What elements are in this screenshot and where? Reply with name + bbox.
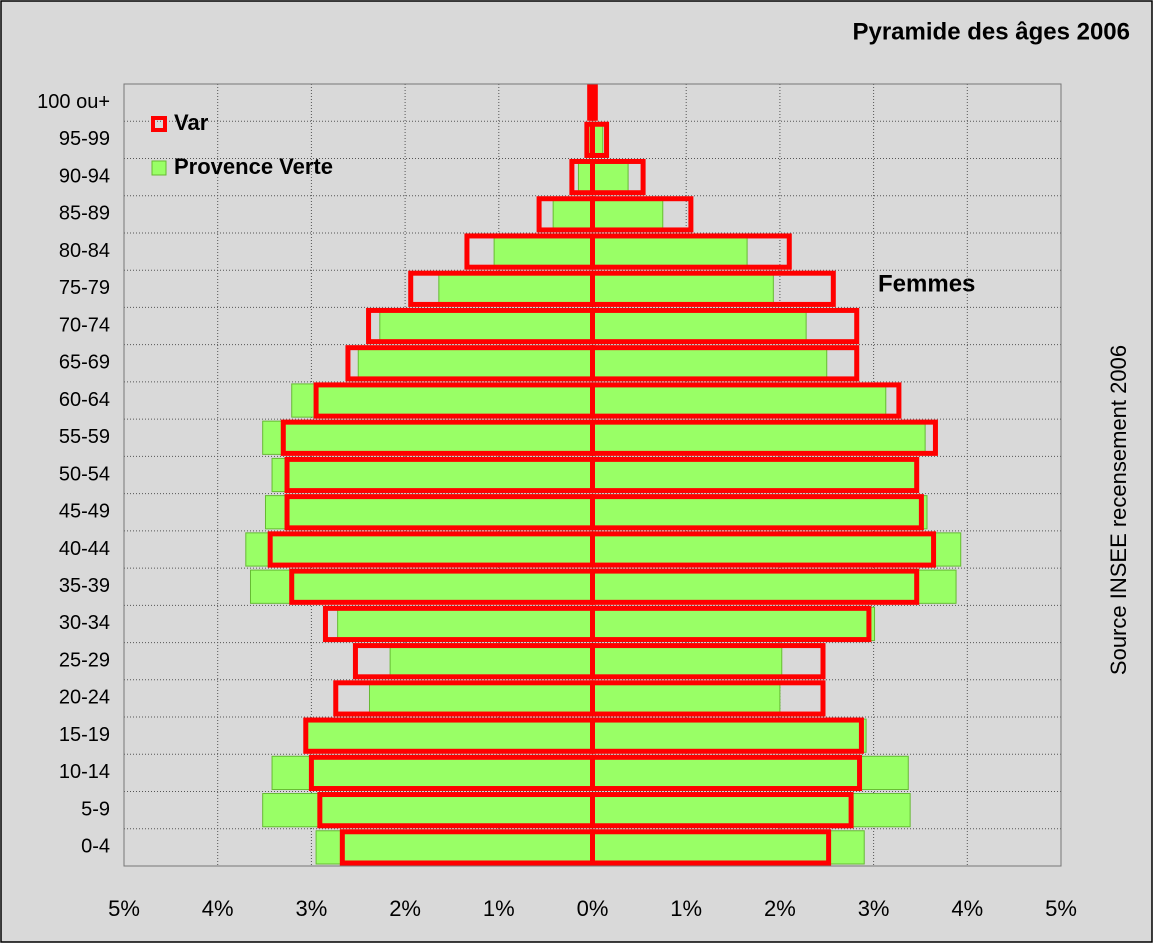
bar bbox=[389, 644, 593, 679]
y-tick-label: 95-99 bbox=[59, 128, 110, 150]
y-tick-label: 90-94 bbox=[59, 165, 110, 187]
bar bbox=[590, 233, 792, 270]
x-tick-label: 4% bbox=[951, 896, 983, 921]
y-tick-label: 75-79 bbox=[59, 277, 110, 299]
x-tick-label: 2% bbox=[389, 896, 421, 921]
bar bbox=[590, 270, 836, 307]
y-tick-label: 25-29 bbox=[59, 649, 110, 671]
bar bbox=[271, 755, 593, 791]
legend-label: Var bbox=[174, 110, 209, 135]
plot-border bbox=[123, 83, 1062, 867]
bar bbox=[592, 755, 909, 791]
bar bbox=[590, 643, 826, 680]
bar bbox=[592, 495, 928, 530]
bar bbox=[368, 681, 593, 716]
y-tick-label: 80-84 bbox=[59, 240, 110, 262]
y-tick-label: 55-59 bbox=[59, 426, 110, 448]
y-tick-label: 15-19 bbox=[59, 724, 110, 746]
bar bbox=[590, 345, 860, 382]
x-tick-label: 2% bbox=[764, 896, 796, 921]
bar bbox=[592, 644, 783, 679]
x-tick-label: 5% bbox=[1045, 896, 1077, 921]
bar bbox=[306, 718, 593, 753]
bar bbox=[592, 159, 629, 195]
y-tick-label: 40-44 bbox=[59, 538, 110, 560]
annotation: Femmes bbox=[878, 270, 975, 297]
bar bbox=[493, 234, 593, 269]
bar bbox=[592, 830, 865, 865]
x-tick-label: 5% bbox=[108, 896, 140, 921]
bar bbox=[590, 717, 864, 754]
y-tick-label: 20-24 bbox=[59, 687, 110, 709]
chart-title: Pyramide des âges 2006 bbox=[852, 18, 1130, 45]
bar bbox=[592, 681, 781, 716]
bar bbox=[590, 307, 860, 345]
y-tick-label: 5-9 bbox=[81, 798, 110, 820]
bar bbox=[438, 271, 593, 306]
bar bbox=[590, 829, 832, 866]
bar bbox=[590, 456, 920, 494]
bar bbox=[590, 792, 854, 829]
bar bbox=[592, 308, 807, 344]
bar bbox=[590, 158, 646, 196]
bar bbox=[592, 271, 774, 306]
bar bbox=[590, 754, 863, 792]
bar bbox=[357, 346, 593, 381]
bar bbox=[249, 569, 593, 604]
bar bbox=[590, 196, 694, 233]
bar bbox=[592, 606, 876, 642]
bar bbox=[590, 605, 872, 643]
legend-swatch bbox=[151, 160, 167, 176]
y-tick-label: 30-34 bbox=[59, 612, 110, 634]
x-tick-label: 1% bbox=[483, 896, 515, 921]
bar bbox=[592, 569, 957, 604]
x-tick-label: 4% bbox=[202, 896, 234, 921]
bar bbox=[592, 197, 664, 232]
y-tick-label: 10-14 bbox=[59, 761, 110, 783]
bar bbox=[271, 457, 593, 493]
bar bbox=[245, 532, 593, 567]
y-tick-label: 85-89 bbox=[59, 203, 110, 225]
bar bbox=[592, 718, 867, 753]
y-tick-label: 60-64 bbox=[59, 389, 110, 411]
bar bbox=[262, 793, 593, 828]
bar bbox=[592, 420, 926, 455]
bar bbox=[291, 383, 593, 418]
bar bbox=[592, 457, 917, 493]
x-tick-label: 0% bbox=[577, 896, 609, 921]
bar bbox=[590, 419, 938, 456]
bar bbox=[552, 197, 593, 232]
legend-label: Provence Verte bbox=[174, 154, 333, 179]
bar bbox=[590, 494, 924, 531]
bar bbox=[592, 234, 748, 269]
x-tick-label: 1% bbox=[670, 896, 702, 921]
bar bbox=[337, 606, 593, 642]
y-tick-label: 70-74 bbox=[59, 314, 110, 336]
bar bbox=[590, 84, 598, 121]
y-tick-label: 0-4 bbox=[81, 836, 110, 858]
bar bbox=[264, 495, 593, 530]
x-tick-label: 3% bbox=[858, 896, 890, 921]
bar bbox=[592, 346, 828, 381]
x-tick-label: 3% bbox=[296, 896, 328, 921]
bar bbox=[592, 532, 962, 567]
bar bbox=[315, 830, 593, 865]
y-tick-label: 65-69 bbox=[59, 352, 110, 374]
bar bbox=[590, 382, 902, 419]
legend-swatch bbox=[151, 116, 167, 132]
bar bbox=[590, 531, 937, 568]
bar bbox=[590, 680, 826, 717]
bar bbox=[590, 568, 920, 605]
bar bbox=[379, 308, 593, 344]
bar bbox=[592, 383, 887, 418]
y-tick-label: 35-39 bbox=[59, 575, 110, 597]
y-tick-label: 45-49 bbox=[59, 501, 110, 523]
source-note: Source INSEE recensement 2006 bbox=[1106, 345, 1131, 675]
bar bbox=[592, 793, 911, 828]
y-tick-label: 100 ou+ bbox=[37, 91, 110, 113]
y-tick-label: 50-54 bbox=[59, 463, 110, 485]
bar bbox=[262, 420, 593, 455]
bar bbox=[590, 121, 610, 158]
